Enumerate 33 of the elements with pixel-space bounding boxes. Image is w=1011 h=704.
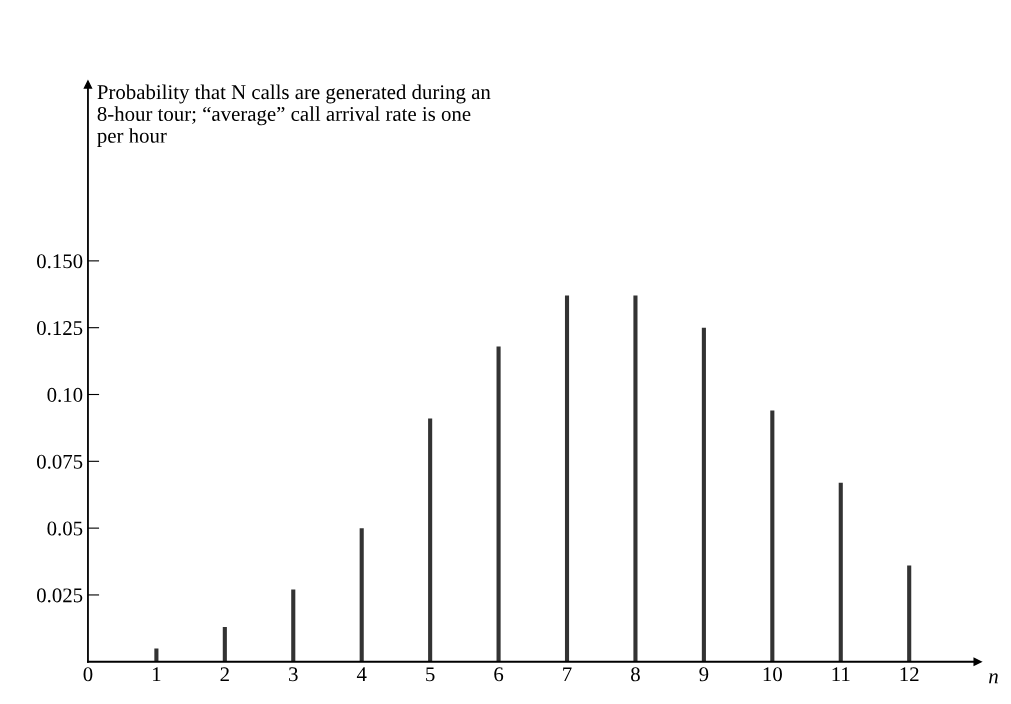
x-tick-label: 1 — [153, 667, 161, 682]
bar — [428, 418, 433, 662]
x-tick-label: 0 — [83, 667, 93, 682]
bar — [496, 346, 501, 662]
x-tick-label: 7 — [563, 667, 572, 682]
y-tick-label: 0.10 — [47, 387, 83, 403]
x-tick-label: 5 — [426, 667, 435, 682]
bar — [907, 565, 912, 662]
y-tick-label: 0.025 — [37, 588, 83, 603]
bar — [633, 295, 638, 662]
bar — [701, 327, 706, 662]
x-tick-label: 12 — [900, 667, 919, 682]
x-tick-label: 8 — [631, 667, 640, 682]
y-tick-label: 0.150 — [37, 254, 83, 269]
x-tick-label: 9 — [699, 667, 709, 682]
bar — [154, 648, 159, 662]
y-tick-label: 0.05 — [47, 521, 83, 536]
bar — [770, 410, 775, 662]
bar — [291, 589, 296, 662]
y-tick-label: 0.075 — [37, 454, 83, 469]
bar — [838, 482, 843, 662]
x-tick-label: 10 — [763, 667, 782, 682]
bar — [222, 627, 227, 662]
x-tick-label: 11 — [832, 667, 850, 682]
x-tick-label: 3 — [289, 667, 298, 682]
x-tick-label: 6 — [494, 667, 504, 682]
text: Probability that N calls are generated during an 8-hour tour; “average” call arrival rate is one per hour — [97, 84, 491, 148]
x-tick-label: 4 — [356, 667, 367, 682]
x-tick-label: 2 — [220, 667, 229, 682]
bar — [359, 528, 364, 662]
x-axis-title: n — [989, 673, 998, 684]
bar — [564, 295, 570, 662]
y-tick-label: 0.125 — [37, 321, 83, 336]
